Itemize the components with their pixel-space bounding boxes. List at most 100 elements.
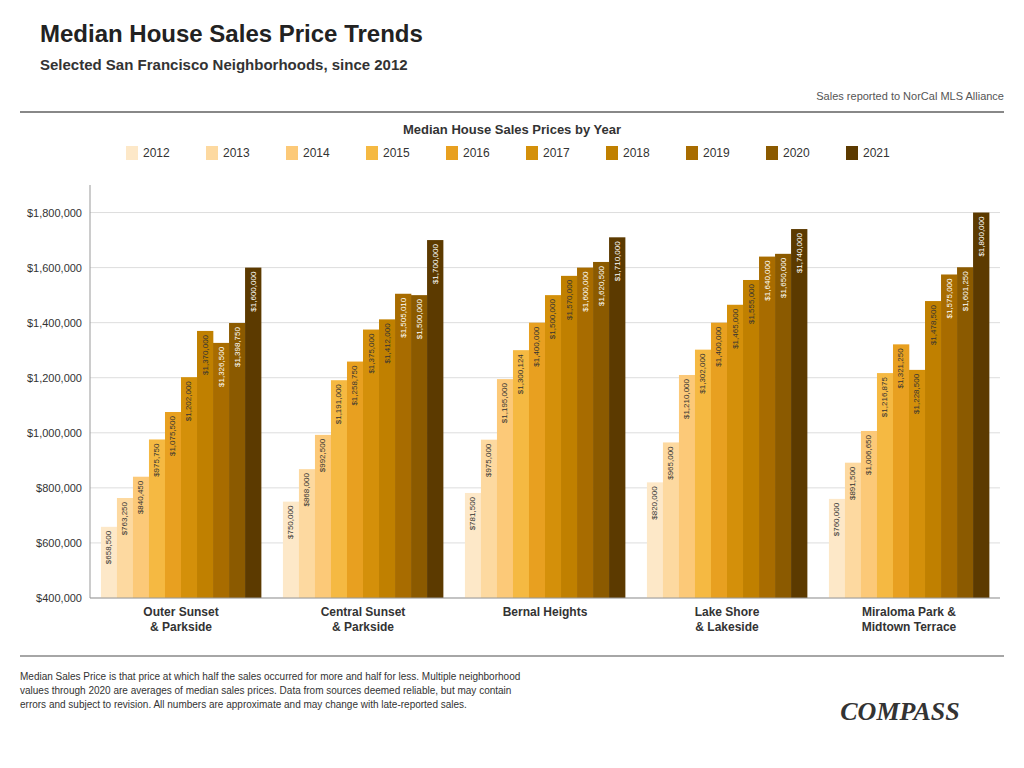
data-label: $1,216,875 [880, 377, 889, 418]
bar [845, 463, 861, 598]
data-label: $1,398,750 [233, 326, 242, 367]
legend-swatch [366, 146, 378, 160]
grid-line [90, 212, 1000, 213]
y-tick-label: $600,000 [36, 537, 82, 549]
data-label: $975,000 [484, 443, 493, 477]
data-label: $1,500,000 [415, 299, 424, 340]
bar [529, 323, 545, 598]
bar [427, 240, 443, 598]
logo: COMPASS [840, 697, 959, 726]
bar [497, 379, 513, 598]
bar [315, 435, 331, 598]
data-label: $840,450 [136, 480, 145, 514]
bar [909, 370, 925, 598]
bar [609, 237, 625, 598]
data-label: $868,000 [302, 473, 311, 507]
data-label: $1,202,000 [185, 381, 194, 422]
bar [647, 482, 663, 598]
y-tick-label: $800,000 [36, 482, 82, 494]
legend-title: Median House Sales Prices by Year [403, 122, 621, 137]
data-label: $1,555,000 [747, 283, 756, 324]
bar [197, 331, 213, 598]
legend-entry: 2013 [223, 146, 250, 160]
bar [117, 498, 133, 598]
bar [395, 294, 411, 598]
bar [513, 350, 529, 598]
bar [829, 499, 845, 598]
data-label: $1,800,000 [977, 216, 986, 257]
legend-entry: 2012 [143, 146, 170, 160]
legend-entry: 2018 [623, 146, 650, 160]
bar [775, 254, 791, 598]
data-label: $1,228,500 [913, 373, 922, 414]
bar [727, 305, 743, 598]
data-label: $1,400,000 [714, 326, 723, 367]
data-label: $1,600,000 [249, 271, 258, 312]
x-tick-label: Bernal Heights [503, 605, 588, 619]
x-tick-label: Outer Sunset& Parkside [143, 605, 218, 634]
data-label: $1,700,000 [431, 244, 440, 285]
title: Median House Sales Price Trends [40, 20, 423, 47]
background [0, 0, 1024, 768]
legend-entry: 2020 [783, 146, 810, 160]
bar [411, 295, 427, 598]
legend-swatch [126, 146, 138, 160]
data-label: $992,500 [318, 438, 327, 472]
y-tick-label: $1,200,000 [27, 372, 82, 384]
bar [545, 295, 561, 598]
legend-swatch [846, 146, 858, 160]
bar [181, 377, 197, 598]
data-label: $1,465,000 [731, 308, 740, 349]
data-label: $1,258,750 [350, 365, 359, 406]
bar [561, 276, 577, 598]
bar [791, 229, 807, 598]
data-label: $1,600,000 [581, 271, 590, 312]
bar [679, 375, 695, 598]
data-label: $1,740,000 [795, 233, 804, 274]
data-label: $891,500 [848, 466, 857, 500]
bar [331, 380, 347, 598]
bar [973, 213, 989, 598]
data-label: $1,505,010 [399, 297, 408, 338]
bar [283, 502, 299, 598]
data-labels: $658,500$750,000$781,500$820,000$760,000… [104, 216, 985, 564]
y-tick-label: $1,000,000 [27, 427, 82, 439]
data-label: $1,375,000 [367, 333, 376, 374]
data-label: $1,075,500 [168, 415, 177, 456]
x-tick-label: Lake Shore& Lakeside [695, 605, 760, 634]
data-label: $975,750 [152, 443, 161, 477]
footer-rule [20, 655, 1004, 657]
legend-swatch [686, 146, 698, 160]
data-label: $1,006,650 [864, 434, 873, 475]
y-axis-line [90, 185, 91, 598]
legend-entry: 2017 [543, 146, 570, 160]
legend-swatch [606, 146, 618, 160]
y-tick-label: $1,800,000 [27, 207, 82, 219]
legend-swatch [446, 146, 458, 160]
data-label: $1,650,000 [779, 257, 788, 298]
bars [101, 213, 989, 598]
subtitle: Selected San Francisco Neighborhoods, si… [40, 56, 408, 73]
grid-line [90, 267, 1000, 268]
legend-entry: 2019 [703, 146, 730, 160]
bar [941, 274, 957, 598]
bar [577, 268, 593, 598]
chart: Median House Sales Price Trends Selected … [0, 0, 1024, 768]
data-label: $1,400,000 [532, 326, 541, 367]
data-label: $965,000 [666, 446, 675, 480]
bar [481, 440, 497, 598]
source-note: Sales reported to NorCal MLS Alliance [816, 90, 1004, 102]
data-label: $781,500 [468, 496, 477, 530]
legend-swatch [526, 146, 538, 160]
bar [593, 262, 609, 598]
data-label: $658,500 [104, 530, 113, 564]
data-label: $1,370,000 [201, 334, 210, 375]
bar [925, 301, 941, 598]
data-label: $1,412,000 [383, 323, 392, 364]
bar [743, 280, 759, 598]
bar [213, 343, 229, 598]
legend-swatch [206, 146, 218, 160]
data-label: $1,575,000 [945, 278, 954, 319]
x-tick-label: Central Sunset& Parkside [321, 605, 406, 634]
data-label: $1,640,000 [763, 260, 772, 301]
